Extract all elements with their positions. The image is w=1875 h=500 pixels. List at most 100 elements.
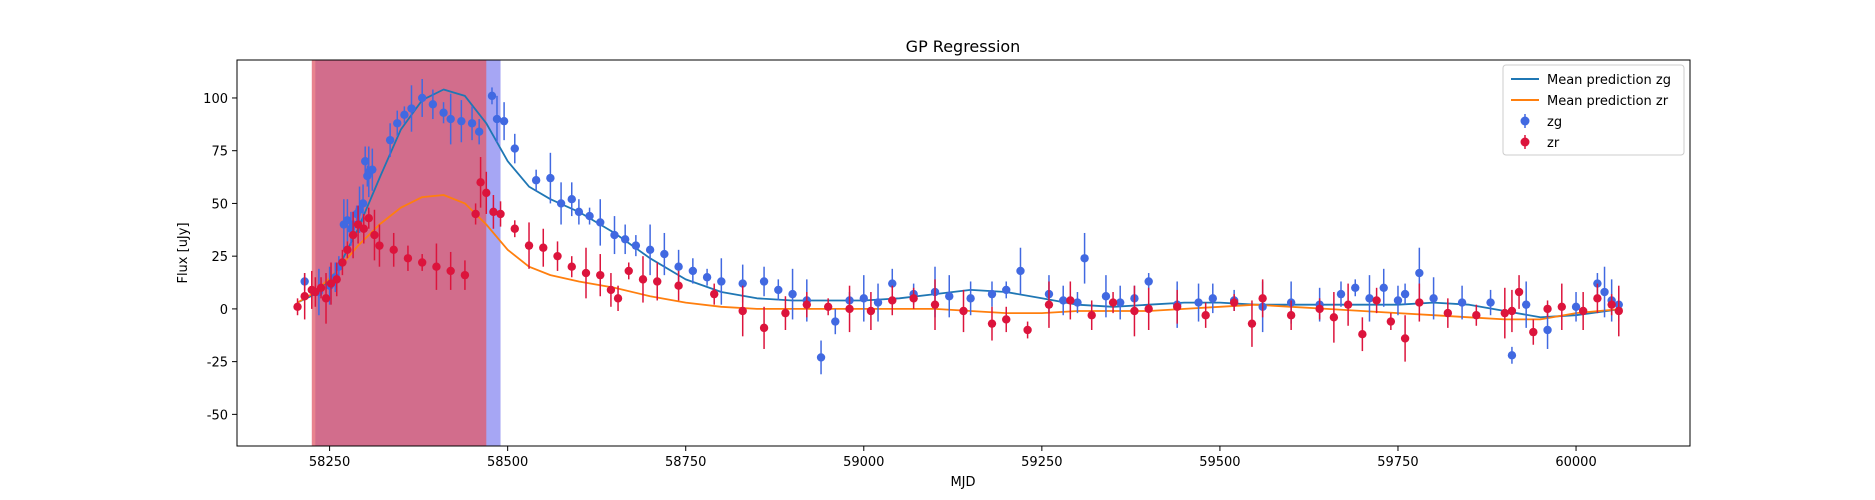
data-point (987, 319, 997, 328)
data-point (417, 258, 427, 267)
data-point (1400, 289, 1410, 299)
data-point (1002, 285, 1011, 295)
data-point (467, 119, 477, 128)
data-point (1415, 268, 1424, 278)
data-point (1286, 311, 1296, 320)
data-point (446, 266, 455, 276)
data-point (788, 289, 797, 299)
data-point (1229, 298, 1239, 307)
data-point (1351, 283, 1360, 293)
data-point (460, 270, 470, 280)
data-point (487, 91, 497, 101)
data-point (1066, 296, 1075, 305)
data-point (585, 211, 594, 221)
data-point (945, 292, 954, 301)
data-point (432, 262, 441, 271)
legend-marker-swatch (1520, 116, 1530, 126)
y-tick-label: 25 (211, 250, 228, 265)
data-point (710, 289, 719, 299)
data-point (1208, 294, 1217, 303)
y-tick-label: 0 (220, 303, 228, 318)
data-point (471, 209, 480, 219)
data-point (759, 323, 769, 333)
data-point (359, 224, 368, 233)
data-point (553, 251, 562, 261)
data-point (674, 262, 683, 271)
data-point (1400, 334, 1410, 343)
data-point (1044, 300, 1054, 309)
data-point (688, 266, 698, 276)
data-point (1393, 296, 1403, 305)
data-point (338, 258, 347, 267)
data-point (610, 230, 619, 240)
y-tick-label: -50 (207, 408, 228, 423)
legend-box (1502, 64, 1685, 156)
data-point (702, 273, 712, 282)
data-point (439, 108, 448, 117)
data-point (293, 302, 302, 311)
data-point (674, 281, 683, 290)
data-point (389, 245, 398, 255)
data-point (393, 119, 402, 128)
data-point (1115, 298, 1125, 307)
data-point (1571, 302, 1581, 311)
data-point (361, 157, 370, 166)
data-point (474, 127, 484, 136)
y-tick-label: 50 (211, 197, 228, 212)
data-point (1087, 311, 1096, 320)
data-point (1144, 304, 1153, 314)
data-point (909, 294, 918, 303)
data-point (1593, 279, 1602, 288)
data-point (759, 277, 769, 286)
data-point (567, 262, 576, 271)
data-point (546, 173, 555, 183)
data-point (556, 199, 566, 208)
data-point (1023, 325, 1032, 335)
data-point (531, 176, 541, 185)
data-point (1101, 292, 1111, 301)
x-axis: 58250 58500 58750 59000 59250 59500 59750 60000 (309, 446, 1597, 470)
data-point (1500, 308, 1510, 318)
data-point (596, 270, 605, 280)
data-point (831, 317, 840, 326)
x-tick-label: 59250 (1021, 455, 1062, 470)
data-point (368, 165, 377, 174)
data-point (816, 353, 826, 362)
chart-title: GP Regression (906, 37, 1021, 56)
data-point (987, 289, 997, 299)
x-tick-label: 59500 (1199, 455, 1240, 470)
data-point (613, 294, 623, 303)
data-point (1529, 327, 1538, 337)
data-point (1457, 298, 1467, 307)
data-point (596, 218, 605, 227)
data-point (407, 104, 416, 113)
legend-entry-label: Mean prediction zg (1547, 73, 1671, 88)
data-point (1080, 254, 1089, 263)
data-point (774, 285, 783, 295)
data-point (1073, 298, 1082, 307)
data-point (581, 268, 591, 278)
legend-marker-swatch (1520, 137, 1530, 147)
data-point (1108, 298, 1118, 307)
data-point (1593, 294, 1602, 303)
data-point (1472, 311, 1481, 320)
data-point (1144, 277, 1153, 286)
data-point (638, 275, 648, 284)
legend: Mean prediction zg Mean prediction zr zg zr (1502, 64, 1685, 156)
x-tick-label: 58250 (309, 455, 350, 470)
data-point (370, 230, 379, 240)
data-point (966, 294, 975, 303)
data-point (428, 100, 438, 109)
data-point (375, 241, 384, 250)
y-tick-label: 75 (211, 145, 228, 160)
data-point (1578, 306, 1588, 316)
data-point (364, 213, 373, 223)
data-point (717, 277, 726, 286)
data-point (930, 300, 940, 309)
data-point (660, 249, 669, 259)
data-point (645, 245, 655, 255)
x-tick-label: 58500 (487, 455, 528, 470)
plot-area (293, 60, 1623, 446)
data-point (1372, 296, 1381, 305)
data-point (1130, 306, 1139, 316)
